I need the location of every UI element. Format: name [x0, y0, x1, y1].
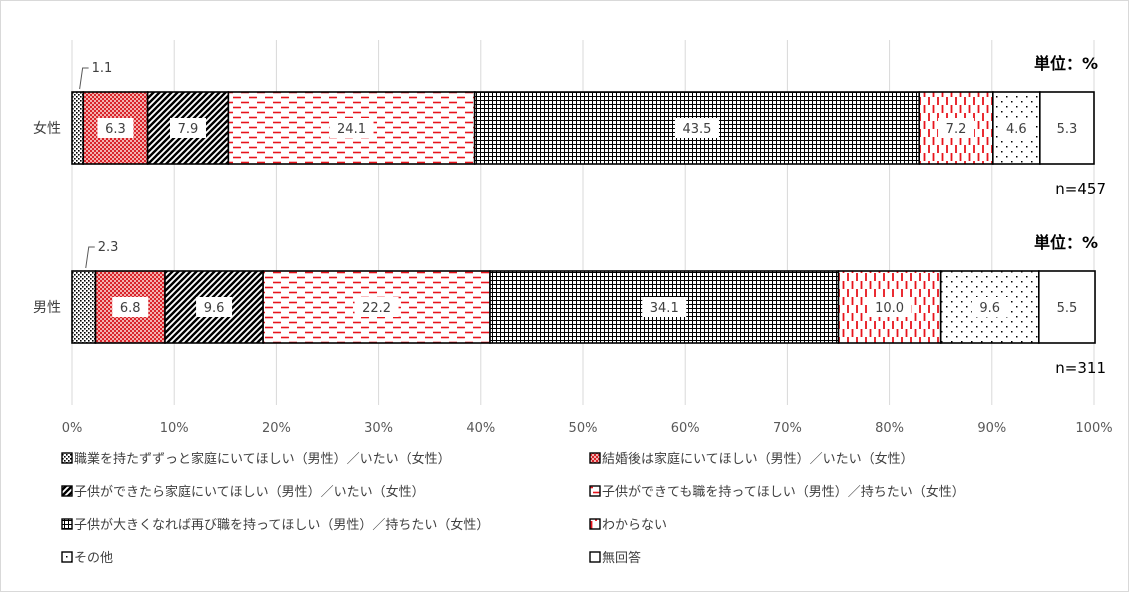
data-label: 10.0 — [875, 301, 904, 316]
data-label: 5.3 — [1057, 122, 1078, 137]
legend-swatch — [589, 485, 601, 497]
x-tick-label: 70% — [773, 421, 802, 436]
legend-swatch — [61, 485, 73, 497]
data-label: 1.1 — [92, 61, 113, 76]
data-label-box — [642, 297, 687, 317]
x-tick-label: 20% — [262, 421, 291, 436]
data-label-box — [674, 118, 719, 138]
legend-label: 結婚後は家庭にいてほしい（男性）／いたい（女性） — [602, 451, 914, 467]
legend-swatch — [589, 452, 601, 464]
bar-segment — [71, 91, 85, 165]
legend-label: その他 — [74, 551, 113, 566]
data-label: 4.6 — [1006, 122, 1027, 137]
x-tick-label: 100% — [1075, 421, 1112, 436]
data-label: 34.1 — [650, 301, 679, 316]
data-label-box — [169, 118, 206, 138]
legend-swatch — [589, 551, 601, 563]
legend-label: 子供が大きくなれば再び職を持ってほしい（男性）／持ちたい（女性） — [74, 517, 489, 533]
legend-label: 職業を持たずずっと家庭にいてほしい（男性）／いたい（女性） — [74, 451, 451, 467]
data-label-box — [998, 118, 1035, 138]
leader-line — [85, 246, 95, 269]
unit-label: 単位：% — [1034, 54, 1098, 73]
category-label: 女性 — [33, 120, 61, 137]
bar-segment — [1038, 270, 1096, 344]
legend-label: 子供ができたら家庭にいてほしい（男性）／いたい（女性） — [74, 484, 425, 500]
data-label: 5.5 — [1057, 301, 1078, 316]
bar-segment — [71, 270, 97, 344]
sample-size-label: n=311 — [1055, 359, 1106, 377]
data-label-box — [867, 297, 912, 317]
legend-swatch — [589, 518, 601, 530]
data-label: 6.3 — [105, 122, 126, 137]
x-tick-label: 50% — [569, 421, 598, 436]
data-label: 9.6 — [204, 301, 225, 316]
data-label: 43.5 — [682, 122, 711, 137]
sample-size-label: n=457 — [1055, 180, 1106, 198]
data-label: 7.9 — [178, 122, 199, 137]
bar-segment — [1039, 91, 1095, 165]
bar-segment — [918, 91, 994, 165]
x-tick-label: 0% — [62, 421, 83, 436]
data-label: 2.3 — [98, 240, 119, 255]
data-label: 6.8 — [120, 301, 141, 316]
legend-swatch — [61, 518, 73, 530]
data-label-box — [938, 118, 975, 138]
data-label-box — [97, 118, 134, 138]
data-label-box — [196, 297, 233, 317]
x-tick-label: 60% — [671, 421, 700, 436]
data-label-box — [329, 118, 374, 138]
data-label-box — [354, 297, 399, 317]
category-label: 男性 — [33, 300, 61, 316]
unit-label: 単位：% — [1034, 233, 1098, 252]
x-tick-label: 90% — [977, 421, 1006, 436]
x-tick-label: 30% — [364, 421, 393, 436]
x-tick-label: 40% — [466, 421, 495, 436]
legend-label: わからない — [602, 518, 667, 533]
legend-swatch — [61, 452, 73, 464]
data-label: 7.2 — [946, 122, 967, 137]
data-label-box — [112, 297, 149, 317]
legend-label: 無回答 — [602, 550, 641, 566]
x-tick-label: 10% — [160, 421, 189, 436]
legend-swatch — [61, 551, 73, 563]
data-label: 24.1 — [337, 122, 366, 137]
leader-line — [79, 67, 89, 90]
legend-label: 子供ができても職を持ってほしい（男性）／持ちたい（女性） — [602, 484, 965, 500]
x-tick-label: 80% — [875, 421, 904, 436]
data-label-box — [971, 297, 1008, 317]
data-label: 22.2 — [362, 301, 391, 316]
data-label: 9.6 — [979, 301, 1000, 316]
